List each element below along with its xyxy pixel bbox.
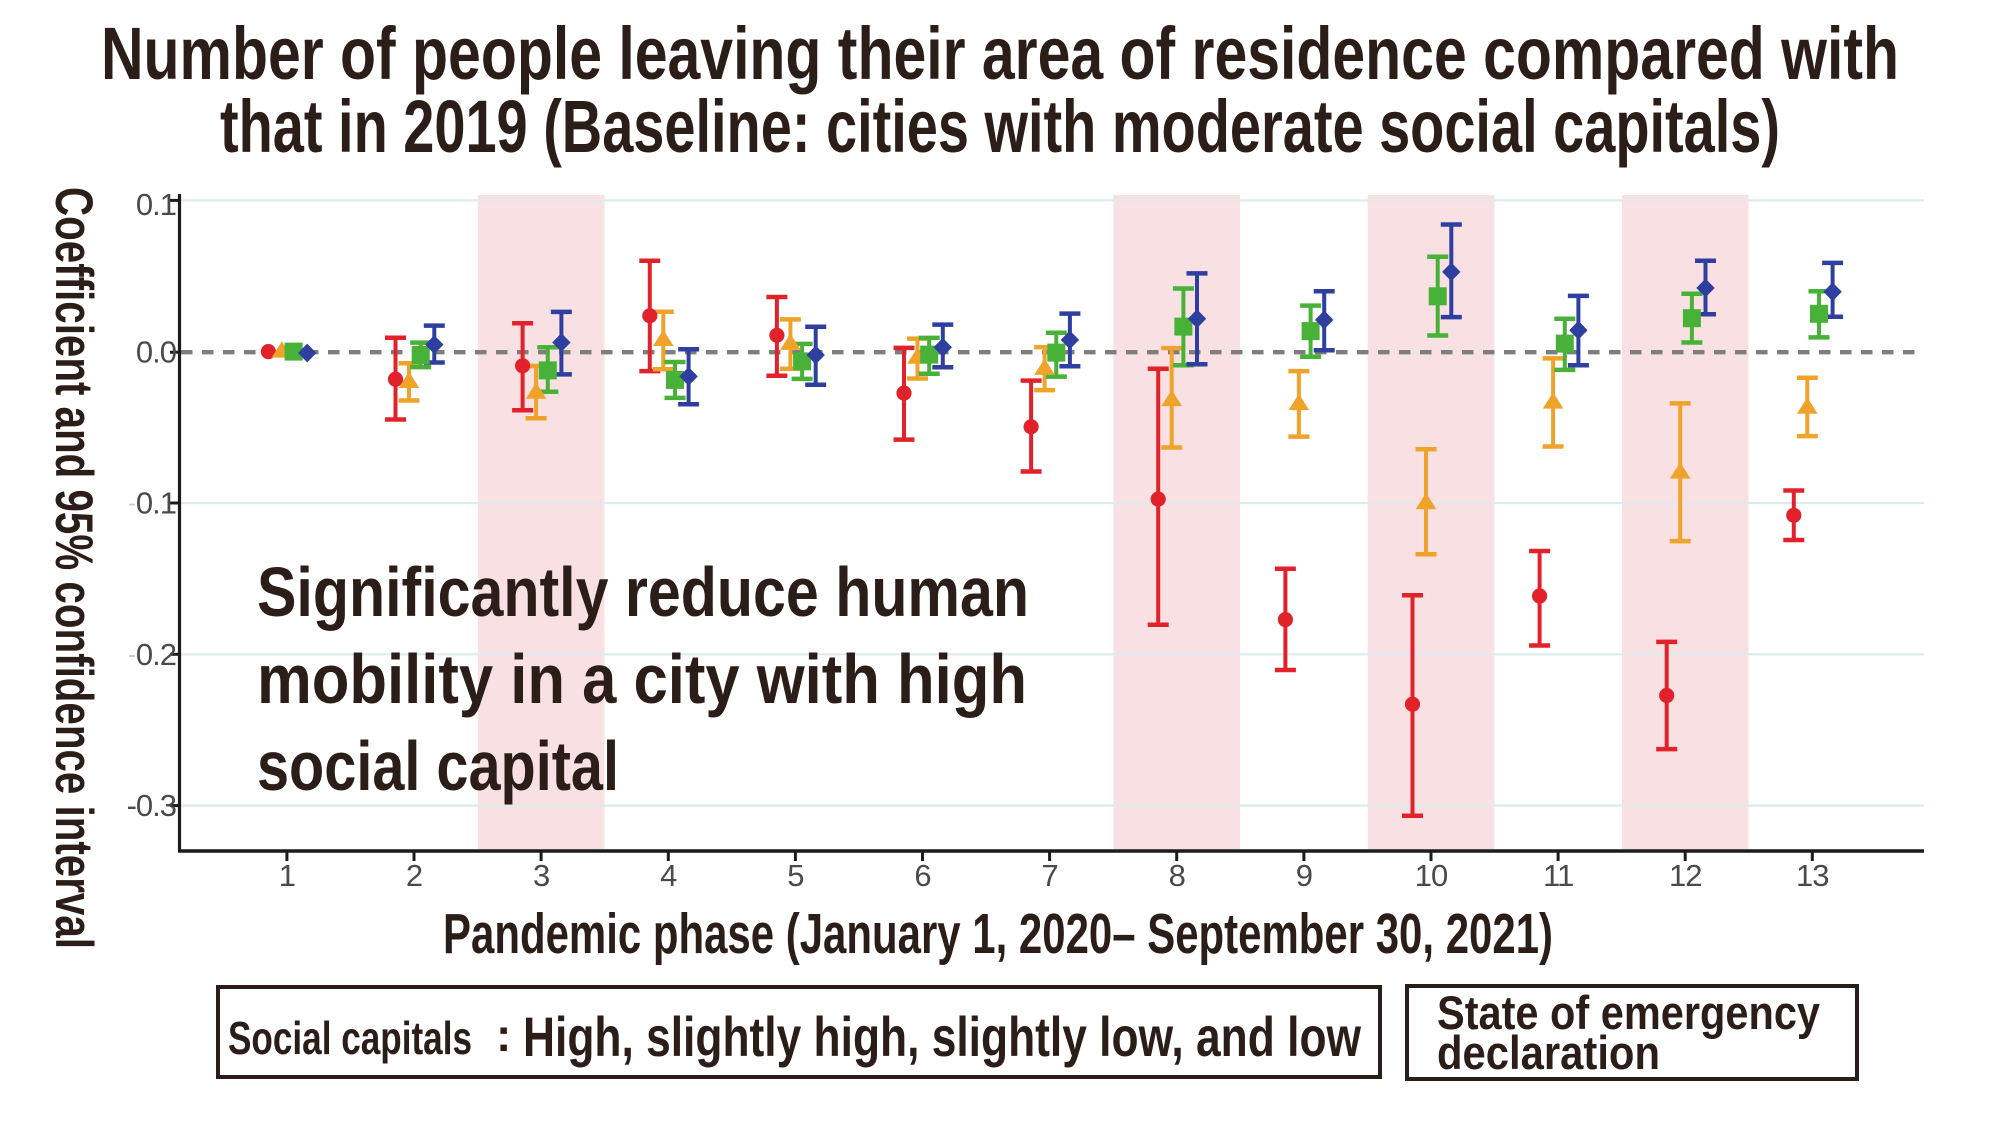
svg-text:1: 1 [279, 858, 295, 893]
svg-text:10: 10 [1415, 858, 1448, 893]
svg-text:State of emergency: State of emergency [1437, 986, 1820, 1039]
svg-text:0.1: 0.1 [136, 486, 176, 521]
svg-text:0.1: 0.1 [136, 187, 176, 222]
svg-text:declaration: declaration [1437, 1026, 1660, 1079]
svg-text:mobility in a city with high: mobility in a city with high [257, 640, 1027, 718]
svg-text:Pandemic phase (January 1, 202: Pandemic phase (January 1, 2020– Septemb… [443, 902, 1553, 966]
svg-text:8: 8 [1169, 858, 1185, 893]
svg-text:7: 7 [1041, 858, 1057, 893]
svg-text:4: 4 [660, 858, 677, 893]
svg-text:6: 6 [914, 858, 930, 893]
svg-text:-: - [128, 641, 136, 668]
svg-text:High, slightly high, slightly: High, slightly high, slightly low, and l… [523, 1005, 1361, 1068]
svg-text:-0.3: -0.3 [127, 788, 176, 823]
svg-text:0.0: 0.0 [136, 335, 177, 370]
svg-text:0.2: 0.2 [136, 637, 176, 672]
svg-text:social capital: social capital [257, 727, 619, 805]
svg-text:2: 2 [406, 858, 422, 893]
svg-text:12: 12 [1669, 858, 1701, 893]
svg-text:11: 11 [1543, 858, 1573, 893]
svg-text:3: 3 [533, 858, 549, 893]
svg-text:that in 2019 (Baseline: cities: that in 2019 (Baseline: cities with mode… [220, 85, 1780, 168]
svg-text:Significantly reduce human: Significantly reduce human [257, 553, 1029, 631]
svg-text::: : [496, 1009, 511, 1061]
svg-text:9: 9 [1296, 858, 1312, 893]
svg-text:Social capitals: Social capitals [228, 1012, 472, 1064]
svg-text:5: 5 [787, 858, 803, 893]
svg-text:Coefficient and 95% confidence: Coefficient and 95% confidence interval [44, 187, 103, 949]
svg-text:Number of people leaving their: Number of people leaving their area of r… [101, 12, 1899, 95]
svg-text:-: - [128, 490, 136, 517]
svg-text:13: 13 [1796, 858, 1828, 893]
